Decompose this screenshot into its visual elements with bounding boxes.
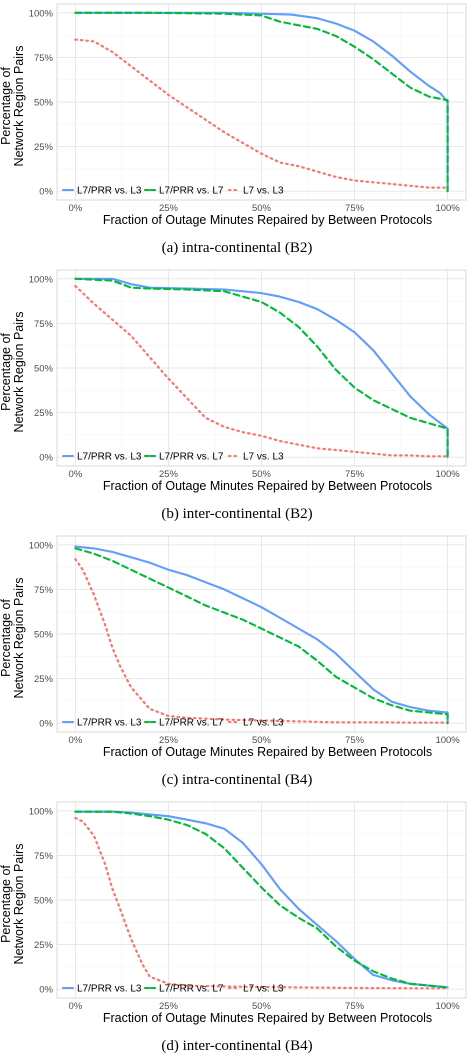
x-axis-title: Fraction of Outage Minutes Repaired by B… (103, 213, 432, 227)
legend-label: L7/PRR vs. L7 (159, 718, 224, 729)
y-tick-label: 100% (29, 806, 54, 817)
y-tick-label: 75% (34, 851, 54, 862)
legend-label: L7 vs. L3 (243, 452, 284, 463)
figure-caption: (d) inter-continental (B4) (161, 1038, 312, 1054)
series-line-3 (74, 38, 449, 189)
x-tick-label: 100% (435, 735, 460, 746)
y-tick-label: 50% (34, 896, 54, 907)
legend-label: L7 vs. L3 (243, 186, 284, 197)
series-line-3 (74, 558, 449, 724)
x-tick-label: 100% (435, 469, 460, 480)
y-tick-label: 75% (34, 319, 54, 330)
x-axis-title: Fraction of Outage Minutes Repaired by B… (103, 479, 432, 493)
x-tick-label: 50% (252, 735, 272, 746)
x-tick-label: 75% (345, 203, 365, 214)
legend-label: L7/PRR vs. L7 (159, 452, 224, 463)
x-tick-label: 0% (69, 735, 83, 746)
x-tick-label: 25% (159, 203, 179, 214)
x-tick-label: 75% (345, 735, 365, 746)
y-axis-title-line: Network Region Pairs (12, 46, 26, 167)
y-tick-label: 50% (34, 364, 54, 375)
y-axis-title-line: Network Region Pairs (12, 312, 26, 433)
y-axis-title-line: Network Region Pairs (12, 844, 26, 965)
x-tick-label: 25% (159, 469, 179, 480)
y-axis-title: Percentage of Network Region Pairs (0, 844, 26, 965)
chart-panel-3: 0% 25% 50% 75% 100%0%25%50%75%100%Fraction o… (0, 535, 467, 788)
x-tick-label: 0% (69, 1001, 83, 1012)
y-axis-title-line: Network Region Pairs (12, 578, 26, 699)
y-tick-label: 100% (29, 8, 54, 19)
legend-label: L7 vs. L3 (243, 718, 284, 729)
y-axis-title: Percentage of Network Region Pairs (0, 578, 26, 699)
series-line-2 (74, 11, 449, 193)
legend-label: L7/PRR vs. L3 (77, 186, 142, 197)
chart-panel-1: 0% 25% 50% 75% 100%0%25%50%75%100%Fraction o… (0, 3, 467, 256)
y-axis-title-line: Percentage of (0, 599, 13, 677)
x-tick-label: 100% (435, 203, 460, 214)
y-axis-title-line: Percentage of (0, 865, 13, 943)
x-tick-label: 0% (69, 203, 83, 214)
legend-label: L7/PRR vs. L3 (77, 718, 142, 729)
x-tick-label: 75% (345, 1001, 365, 1012)
y-tick-label: 25% (34, 142, 54, 153)
y-tick-label: 100% (29, 274, 54, 285)
chart-panel-2: 0% 25% 50% 75% 100%0%25%50%75%100%Fraction o… (0, 269, 467, 522)
y-tick-label: 50% (34, 630, 54, 641)
y-tick-label: 0% (39, 187, 53, 198)
legend-label: L7 vs. L3 (243, 984, 284, 995)
y-tick-label: 0% (39, 985, 53, 996)
x-tick-label: 50% (252, 203, 272, 214)
y-tick-label: 25% (34, 940, 54, 951)
x-tick-label: 25% (159, 1001, 179, 1012)
x-tick-label: 0% (69, 469, 83, 480)
y-axis-title: Percentage of Network Region Pairs (0, 312, 26, 433)
series-line-1 (74, 810, 449, 989)
series-line-3 (74, 284, 449, 458)
series-line-2 (74, 547, 449, 725)
y-tick-label: 25% (34, 674, 54, 685)
series-line-1 (74, 277, 449, 459)
x-axis-title: Fraction of Outage Minutes Repaired by B… (103, 745, 432, 759)
series-line-2 (74, 277, 449, 459)
y-tick-label: 100% (29, 540, 54, 551)
legend-label: L7/PRR vs. L7 (159, 984, 224, 995)
y-tick-label: 75% (34, 53, 54, 64)
y-axis-title-line: Percentage of (0, 333, 13, 411)
y-tick-label: 50% (34, 98, 54, 109)
series-line-3 (74, 816, 449, 990)
y-axis-title-line: Percentage of (0, 67, 13, 145)
x-tick-label: 25% (159, 735, 179, 746)
figure-caption: (b) inter-continental (B2) (161, 506, 312, 522)
legend-label: L7/PRR vs. L7 (159, 186, 224, 197)
figure-caption: (a) intra-continental (B2) (162, 240, 313, 256)
x-tick-label: 100% (435, 1001, 460, 1012)
figure-caption: (c) intra-continental (B4) (162, 772, 313, 788)
series-line-2 (74, 810, 449, 989)
series-line-1 (74, 11, 449, 193)
x-tick-label: 50% (252, 1001, 272, 1012)
y-axis-title: Percentage of Network Region Pairs (0, 46, 26, 167)
y-tick-label: 75% (34, 585, 54, 596)
y-tick-label: 0% (39, 453, 53, 464)
x-tick-label: 75% (345, 469, 365, 480)
legend-label: L7/PRR vs. L3 (77, 984, 142, 995)
y-tick-label: 0% (39, 719, 53, 730)
legend-label: L7/PRR vs. L3 (77, 452, 142, 463)
x-tick-label: 50% (252, 469, 272, 480)
series-line-1 (74, 545, 449, 725)
y-tick-label: 25% (34, 408, 54, 419)
chart-panel-4: 0% 25% 50% 75% 100%0%25%50%75%100%Fraction o… (0, 801, 467, 1054)
x-axis-title: Fraction of Outage Minutes Repaired by B… (103, 1011, 432, 1025)
